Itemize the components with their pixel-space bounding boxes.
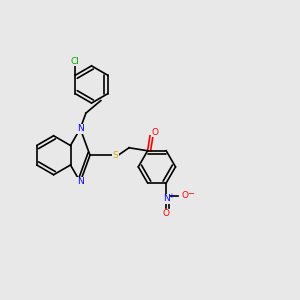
Text: N: N: [77, 177, 84, 186]
Text: +: +: [169, 193, 175, 199]
Text: N: N: [77, 124, 84, 133]
Text: Cl: Cl: [71, 57, 80, 66]
Text: S: S: [112, 151, 118, 160]
Text: N: N: [163, 194, 169, 203]
Text: O: O: [182, 191, 189, 200]
Text: O: O: [163, 209, 170, 218]
Text: O: O: [151, 128, 158, 136]
Text: −: −: [187, 189, 194, 198]
